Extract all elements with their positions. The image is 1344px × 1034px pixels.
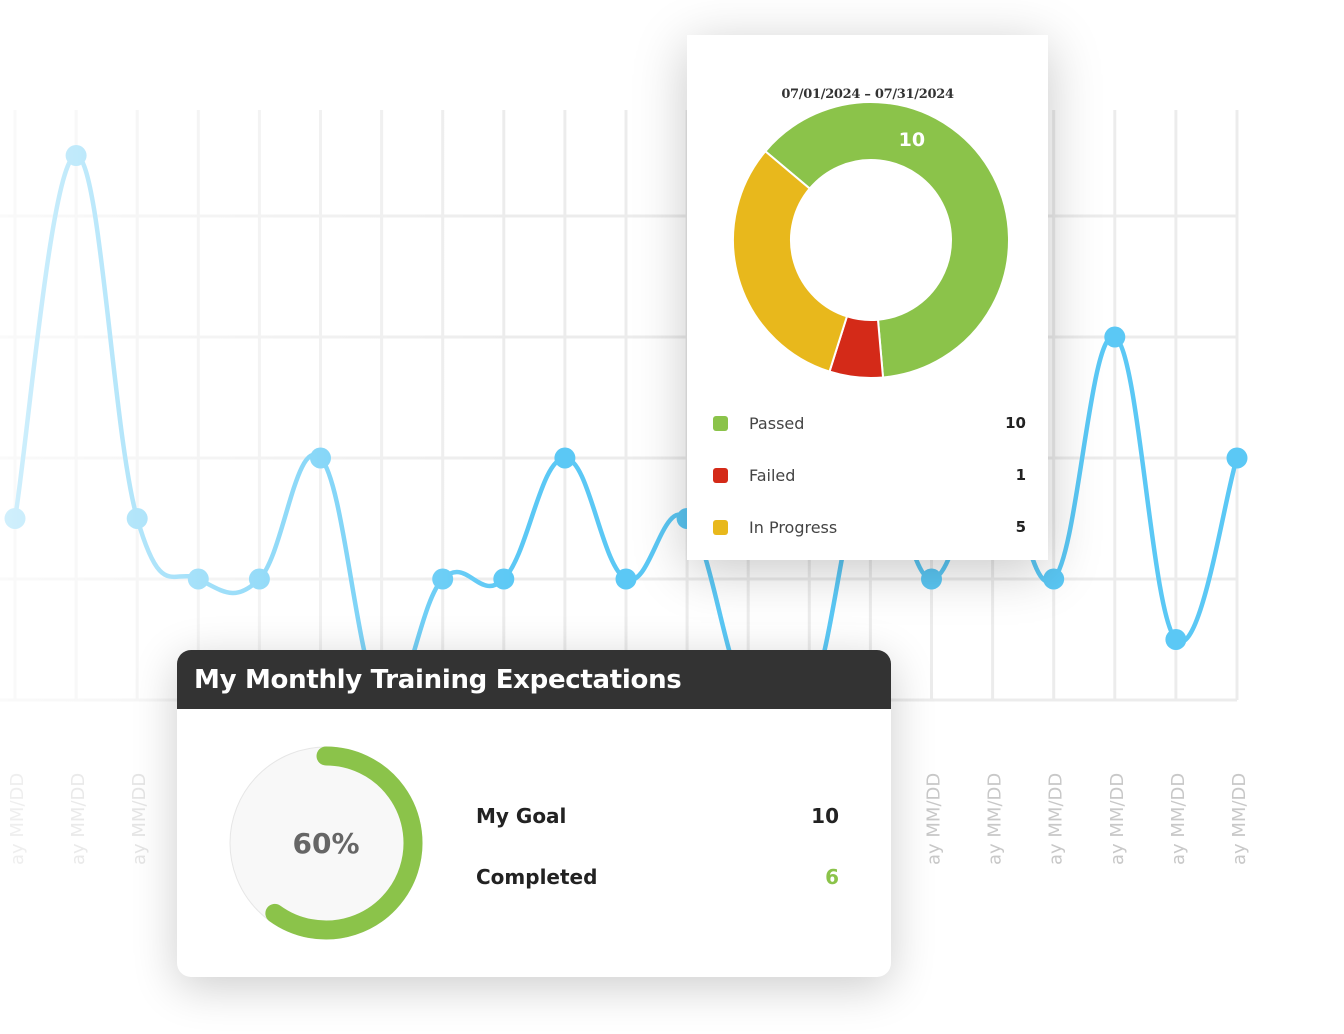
passed-swatch xyxy=(713,415,728,431)
x-tick-label: ay MM/DD xyxy=(1229,773,1250,865)
data-point xyxy=(65,145,87,166)
card-title: My Monthly Training Expectations xyxy=(177,650,891,709)
progress-arc xyxy=(265,746,423,940)
legend-value: 5 xyxy=(1015,518,1026,536)
legend-value: 1 xyxy=(1015,466,1026,484)
completed-label: Completed xyxy=(476,865,598,889)
data-point xyxy=(1104,326,1126,348)
status-summary-card: 07/01/2024 – 07/31/2024 10 Passed 10 Fai… xyxy=(687,35,1048,560)
legend-value: 10 xyxy=(1005,414,1026,432)
x-tick-label: ay MM/DD xyxy=(1107,773,1128,865)
data-point xyxy=(921,568,942,590)
x-tick-label: ay MM/DD xyxy=(924,773,945,865)
legend-item-failed: Failed 1 xyxy=(713,464,1026,486)
data-point xyxy=(4,508,26,529)
progress-percent-label: 60% xyxy=(292,827,359,860)
x-tick-label: ay MM/DD xyxy=(1168,773,1189,865)
data-point xyxy=(126,508,148,529)
data-point xyxy=(1165,629,1187,650)
monthly-expectations-card: My Monthly Training Expectations 60% My … xyxy=(177,650,891,977)
completed-row: Completed 6 xyxy=(476,866,839,889)
data-point xyxy=(432,568,454,590)
goal-value: 10 xyxy=(811,804,839,828)
goal-row: My Goal 10 xyxy=(476,805,839,828)
x-tick-label: ay MM/DD xyxy=(985,773,1006,865)
donut-slice-passed xyxy=(763,101,1010,379)
data-point xyxy=(248,568,270,590)
progress-ring: 60% xyxy=(229,746,423,940)
completed-value: 6 xyxy=(825,865,839,889)
x-tick-label: ay MM/DD xyxy=(68,773,89,865)
data-point xyxy=(1043,568,1065,590)
data-point xyxy=(493,568,515,590)
legend-label: Failed xyxy=(749,465,796,485)
data-point xyxy=(310,447,331,469)
data-point xyxy=(554,447,576,469)
donut-data-label: 10 xyxy=(899,129,925,151)
legend-item-passed: Passed 10 xyxy=(713,412,1026,434)
legend-item-in-progress: In Progress 5 xyxy=(713,516,1026,538)
data-point xyxy=(187,568,209,590)
failed-swatch xyxy=(713,467,728,483)
donut-slice-in-progress xyxy=(732,149,849,373)
x-tick-label: ay MM/DD xyxy=(7,773,28,865)
legend-label: In Progress xyxy=(749,517,838,537)
x-tick-label: ay MM/DD xyxy=(1046,773,1067,865)
x-tick-label: ay MM/DD xyxy=(129,773,150,865)
legend-label: Passed xyxy=(749,413,805,433)
in-progress-swatch xyxy=(713,519,728,535)
status-donut-chart: 10 xyxy=(732,101,1010,379)
goal-label: My Goal xyxy=(476,804,567,828)
data-point xyxy=(615,568,637,590)
date-range[interactable]: 07/01/2024 – 07/31/2024 xyxy=(781,87,954,102)
data-point xyxy=(1226,447,1248,469)
